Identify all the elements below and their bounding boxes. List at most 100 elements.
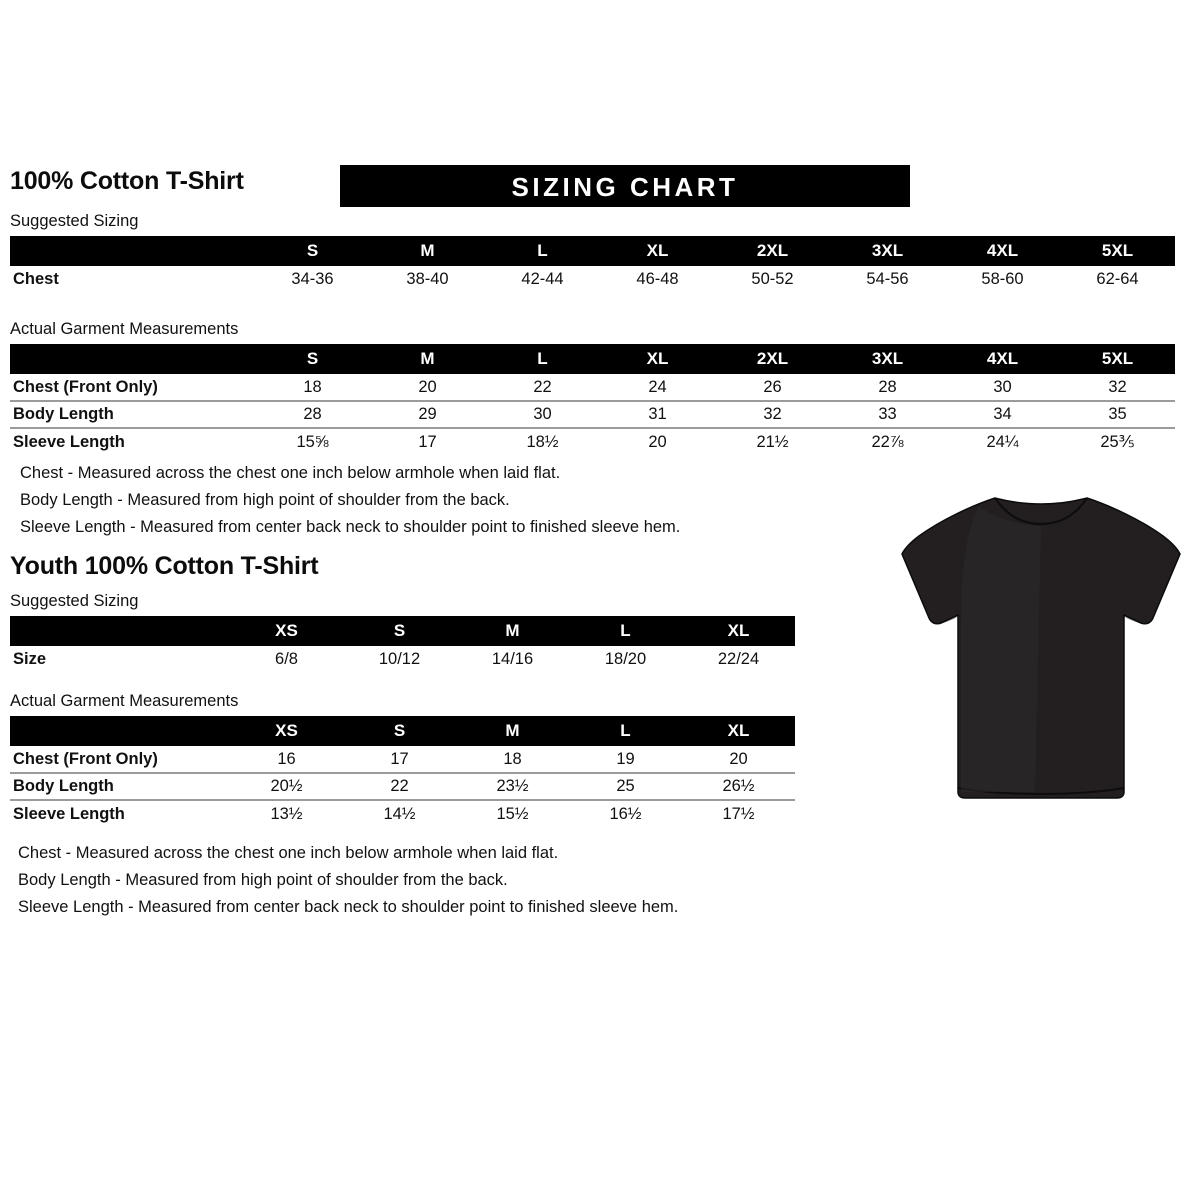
table-cell: 20 (729, 749, 748, 768)
youth-section-heading: Youth 100% Cotton T-Shirt (10, 552, 319, 580)
adult-garment-header-3xl: 3XL (871, 349, 904, 368)
adult-measurement-notes: Chest - Measured across the chest one in… (20, 460, 680, 541)
table-cell: 35 (1060, 400, 1175, 428)
adult-suggested-caption: Suggested Sizing (10, 212, 139, 230)
table-cell: 34-36 (291, 270, 334, 288)
table-cell: 18 (503, 749, 522, 768)
table-body: Size 6/8 10/12 14/16 18/20 22/24 (10, 646, 795, 673)
table-cell: 14/16 (491, 650, 534, 668)
adult-suggested-header-blank (10, 236, 255, 266)
table-header: XS S M L XL (10, 616, 795, 646)
table-cell: 10/12 (378, 650, 421, 668)
table-cell: 16½ (569, 799, 682, 827)
table-cell: 34 (945, 400, 1060, 428)
adult-garment-caption: Actual Garment Measurements (10, 320, 239, 338)
row-label: Sleeve Length (10, 799, 230, 827)
table-cell: 29 (370, 400, 485, 428)
youth-garment-header-s: S (393, 721, 406, 740)
youth-garment-header-xs: XS (275, 721, 298, 740)
table-header-row: XS S M L XL (10, 716, 795, 746)
adult-suggested-header-4xl: 4XL (986, 241, 1019, 260)
table-cell: 15½ (456, 799, 569, 827)
youth-suggested-header-xl: XL (727, 621, 750, 640)
table-body: Chest (Front Only) 16 17 18 19 20 Body Length 2… (10, 746, 795, 827)
table-cell: 16 (277, 749, 296, 768)
table-cell: 19 (616, 749, 635, 768)
adult-suggested-header-m: M (420, 241, 435, 260)
table-row: Body Length 20½ 22 23½ 25 26½ (10, 772, 795, 800)
table-header-row: S M L XL 2XL 3XL 4XL 5XL (10, 236, 1175, 266)
t-shirt-illustration (895, 492, 1187, 804)
row-label: Size (13, 650, 47, 668)
table-cell: 24¼ (945, 427, 1060, 455)
table-cell: 22 (533, 377, 552, 396)
adult-section-heading: 100% Cotton T-Shirt (10, 167, 244, 195)
youth-garment-caption: Actual Garment Measurements (10, 692, 239, 710)
table-cell: 20 (418, 377, 437, 396)
table-cell: 21½ (715, 427, 830, 455)
note-line: Body Length - Measured from high point o… (18, 871, 508, 889)
youth-suggested-caption: Suggested Sizing (10, 592, 139, 610)
adult-suggested-sizing-table: S M L XL 2XL 3XL 4XL 5XL Chest 34-36 38-40 42-44 46… (10, 236, 1175, 293)
youth-suggested-header-xs: XS (275, 621, 298, 640)
table-cell: 28 (255, 400, 370, 428)
table-cell: 30 (993, 377, 1012, 396)
table-cell: 26 (763, 377, 782, 396)
row-label: Body Length (10, 772, 230, 800)
adult-header-row: 100% Cotton T-Shirt SIZING CHART (10, 165, 1190, 210)
table-cell: 17 (370, 427, 485, 455)
table-cell: 25⅗ (1060, 427, 1175, 455)
youth-garment-header-xl: XL (727, 721, 750, 740)
table-cell: 54-56 (866, 270, 909, 288)
youth-suggested-header-m: M (505, 621, 520, 640)
table-cell: 20½ (230, 772, 343, 800)
table-cell: 18½ (485, 427, 600, 455)
row-label: Body Length (10, 400, 255, 428)
table-cell: 46-48 (636, 270, 679, 288)
table-cell: 22 (343, 772, 456, 800)
sizing-chart-banner: SIZING CHART (340, 165, 910, 207)
adult-suggested-header-xl: XL (646, 241, 669, 260)
row-label: Sleeve Length (10, 427, 255, 455)
table-cell: 13½ (230, 799, 343, 827)
note-line: Chest - Measured across the chest one in… (18, 844, 559, 862)
youth-suggested-sizing-table: XS S M L XL Size 6/8 10/12 14/16 18/20 22/24 (10, 616, 795, 673)
table-cell: 17 (390, 749, 409, 768)
adult-garment-header-s: S (306, 349, 319, 368)
table-cell: 18/20 (604, 650, 647, 668)
table-cell: 22/24 (717, 650, 760, 668)
table-cell: 17½ (682, 799, 795, 827)
table-cell: 30 (485, 400, 600, 428)
table-row: Chest 34-36 38-40 42-44 46-48 50-52 54-56 58-60… (10, 266, 1175, 293)
table-cell: 22⅞ (830, 427, 945, 455)
table-cell: 32 (715, 400, 830, 428)
adult-garment-header-m: M (420, 349, 435, 368)
note-line: Chest - Measured across the chest one in… (20, 464, 561, 482)
adult-garment-header-4xl: 4XL (986, 349, 1019, 368)
table-body: Chest (Front Only) 18 20 22 24 26 28 30 32 Body L… (10, 374, 1175, 455)
table-cell: 42-44 (521, 270, 564, 288)
table-cell: 32 (1108, 377, 1127, 396)
note-line: Body Length - Measured from high point o… (20, 491, 510, 509)
adult-suggested-header-2xl: 2XL (756, 241, 789, 260)
youth-garment-header-l: L (620, 721, 631, 740)
adult-suggested-header-3xl: 3XL (871, 241, 904, 260)
table-cell: 15⅝ (255, 427, 370, 455)
table-row: Body Length 28 29 30 31 32 33 34 35 (10, 400, 1175, 428)
youth-suggested-header-s: S (393, 621, 406, 640)
table-cell: 58-60 (981, 270, 1024, 288)
table-cell: 25 (569, 772, 682, 800)
table-cell: 50-52 (751, 270, 794, 288)
table-cell: 18 (303, 377, 322, 396)
row-label: Chest (Front Only) (13, 377, 158, 396)
table-row: Sleeve Length 15⅝ 17 18½ 20 21½ 22⅞ 24¼ 25⅗ (10, 427, 1175, 455)
adult-suggested-header-s: S (306, 241, 319, 260)
youth-garment-measurements-table: XS S M L XL Chest (Front Only) 16 17 18 19 20 Body… (10, 716, 795, 827)
table-cell: 14½ (343, 799, 456, 827)
note-line: Sleeve Length - Measured from center bac… (18, 898, 679, 916)
table-cell: 23½ (456, 772, 569, 800)
table-cell: 38-40 (406, 270, 449, 288)
adult-suggested-header-l: L (537, 241, 548, 260)
table-cell: 31 (600, 400, 715, 428)
